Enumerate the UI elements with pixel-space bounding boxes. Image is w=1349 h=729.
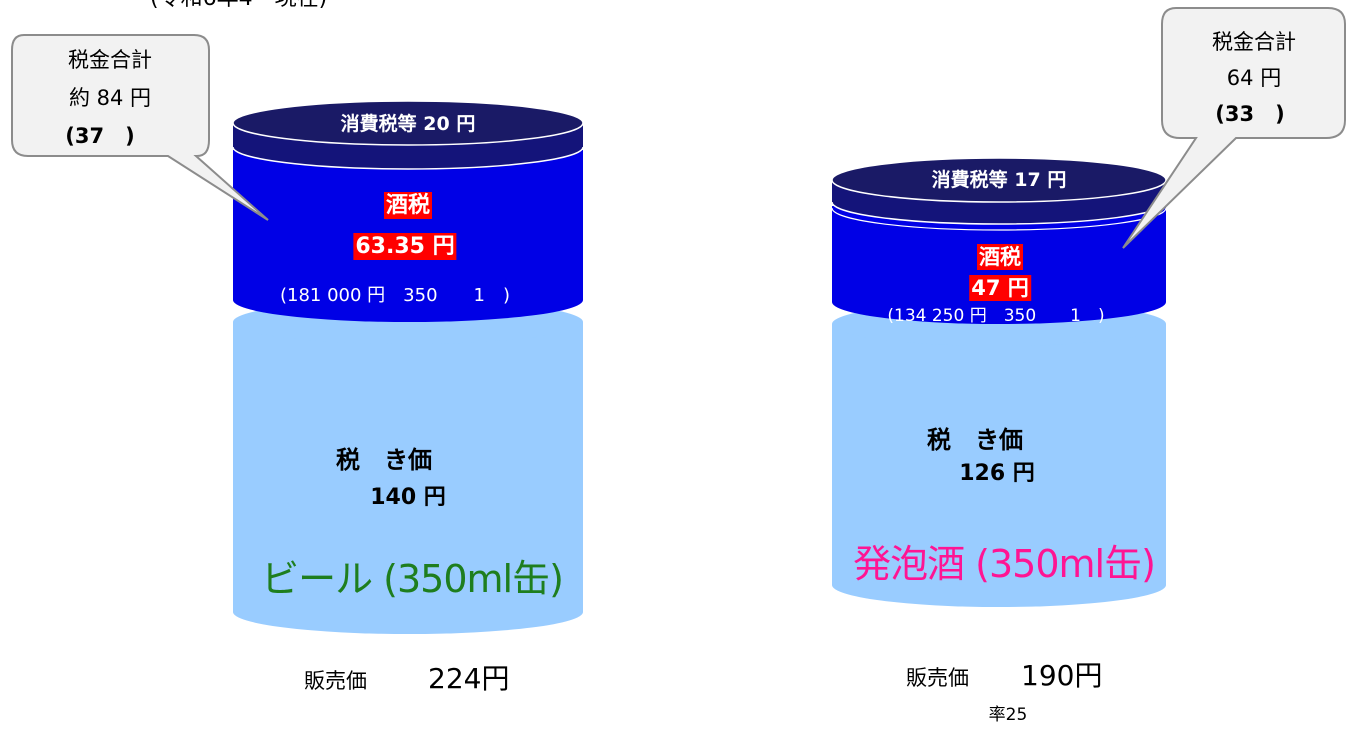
happoshu-liquor-tax-rate: (134 250 円 350 1 ) <box>887 306 1105 326</box>
happoshu-callout-total: 64 円 <box>1226 66 1282 90</box>
happoshu-liquor-tax-title-text: 酒税 <box>977 244 1023 270</box>
date-note: (令和6年4 現在) <box>150 0 327 10</box>
happoshu-product-name: 発泡酒 (350ml缶) <box>853 542 1156 586</box>
happoshu-callout-percent: (33 ) <box>1215 102 1285 126</box>
happoshu-base-price-segment <box>832 324 1166 607</box>
happoshu-sale-price-label: 販売価 <box>906 666 969 690</box>
beer-liquor-tax-title: 酒税 <box>383 192 433 219</box>
happoshu-footnote: 率25 <box>988 705 1028 725</box>
beer-liquor-tax-rate: (181 000 円 350 1 ) <box>279 285 511 306</box>
beer-callout-title: 税金合計 <box>68 48 152 72</box>
beer-callout <box>11 34 269 221</box>
happoshu-liquor-tax-amount: 47 円 <box>969 275 1031 301</box>
beer-liquor-tax-title-text: 酒税 <box>383 192 433 219</box>
beer-consumption-tax-label: 消費税等 20 円 <box>340 113 476 135</box>
happoshu-base-price-label: 税 き価 <box>927 426 1023 454</box>
beer-cylinder <box>232 100 584 634</box>
beer-callout-percent: (37 ) <box>65 124 135 148</box>
happoshu-sale-price-value: 190円 <box>1021 659 1103 692</box>
beer-band-divider <box>232 146 584 170</box>
beer-base-price-segment <box>233 322 583 634</box>
happoshu-base-price-amount: 126 円 <box>959 461 1035 486</box>
happoshu-consumption-tax-label: 消費税等 17 円 <box>931 169 1067 191</box>
happoshu-callout-title: 税金合計 <box>1212 30 1296 54</box>
happoshu-liquor-tax-title: 酒税 <box>977 244 1023 270</box>
beer-sale-price-label: 販売価 <box>304 669 367 693</box>
beer-liquor-tax-amount: 63.35 円 <box>353 233 457 260</box>
beer-base-price-label: 税 き価 <box>336 446 432 474</box>
beer-product-name: ビール (350ml缶) <box>261 557 564 601</box>
beer-consumption-tax-top <box>232 100 584 146</box>
happoshu-consumption-tax-top <box>831 157 1167 203</box>
beer-sale-price-value: 224円 <box>428 662 510 695</box>
happoshu-callout <box>1122 7 1346 249</box>
beer-base-price-amount: 140 円 <box>370 485 446 510</box>
beer-callout-total: 約 84 円 <box>68 86 152 110</box>
happoshu-liquor-tax-amount-text: 47 円 <box>969 275 1031 301</box>
beer-liquor-tax-amount-text: 63.35 円 <box>353 233 457 260</box>
happoshu-cylinder <box>831 157 1167 607</box>
